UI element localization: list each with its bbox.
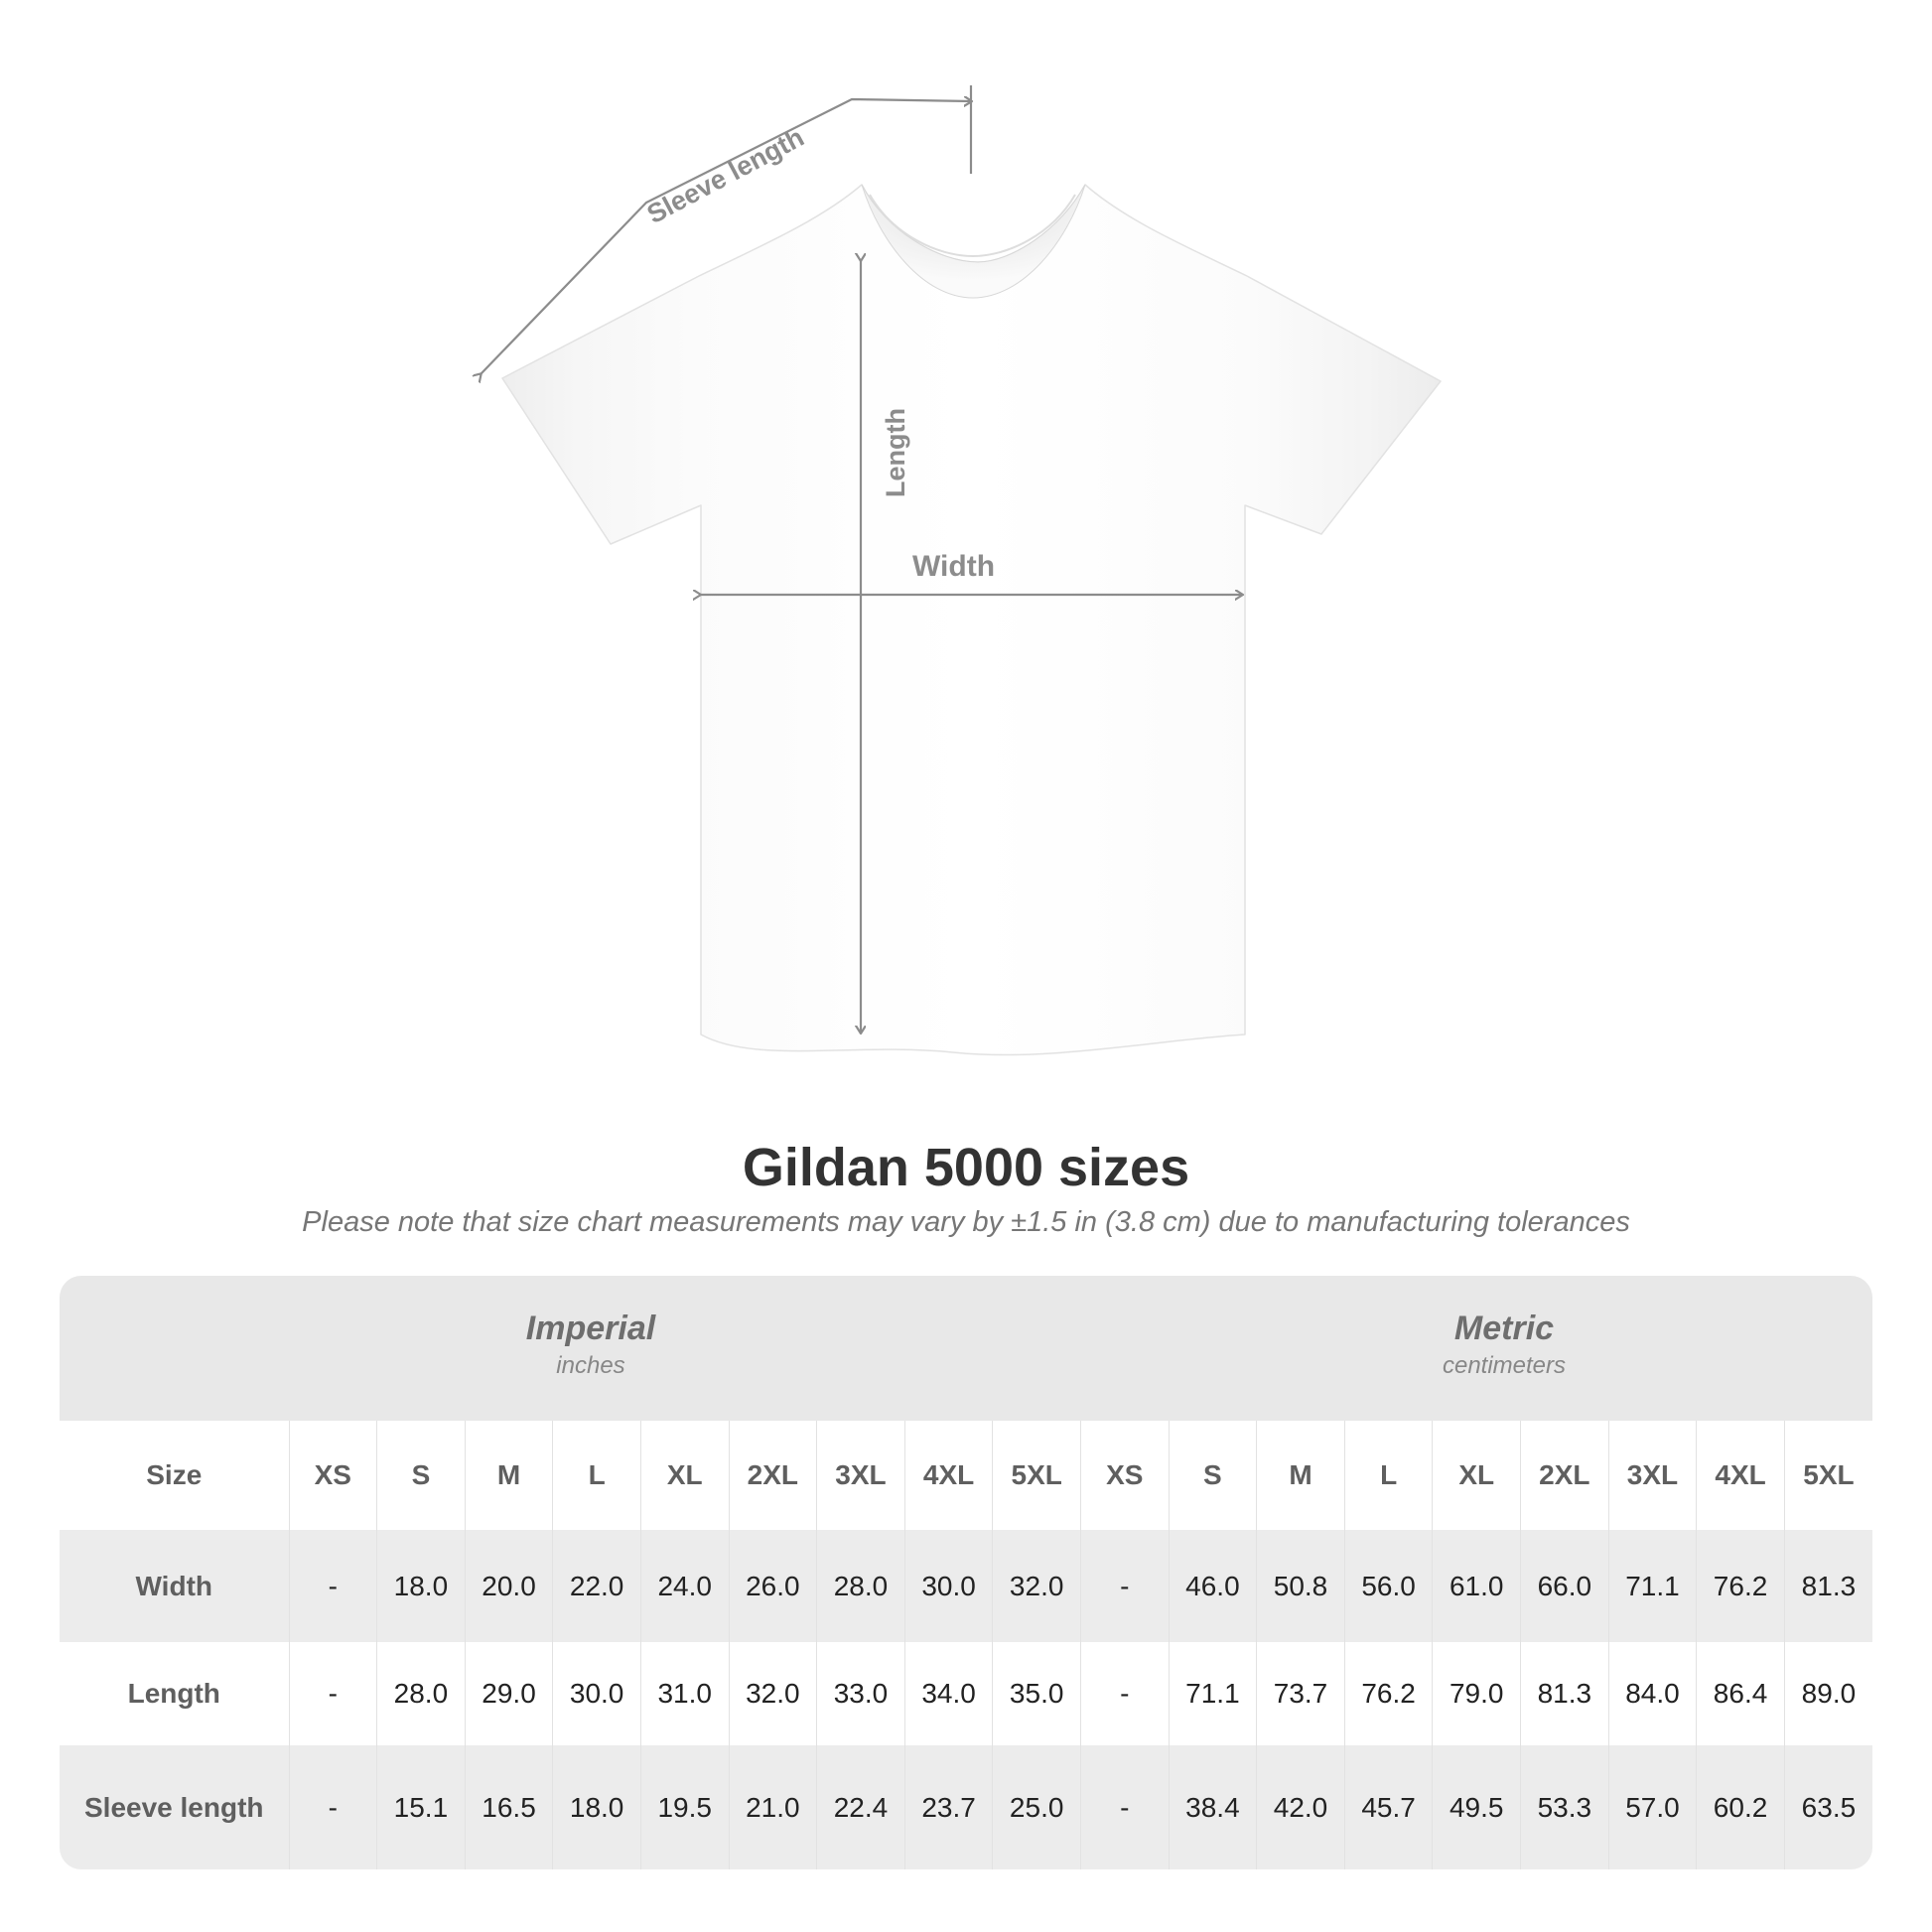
svg-text:Length: Length [881, 408, 910, 497]
svg-text:Sleeve length: Sleeve length [642, 122, 809, 229]
svg-text:Width: Width [912, 550, 995, 583]
